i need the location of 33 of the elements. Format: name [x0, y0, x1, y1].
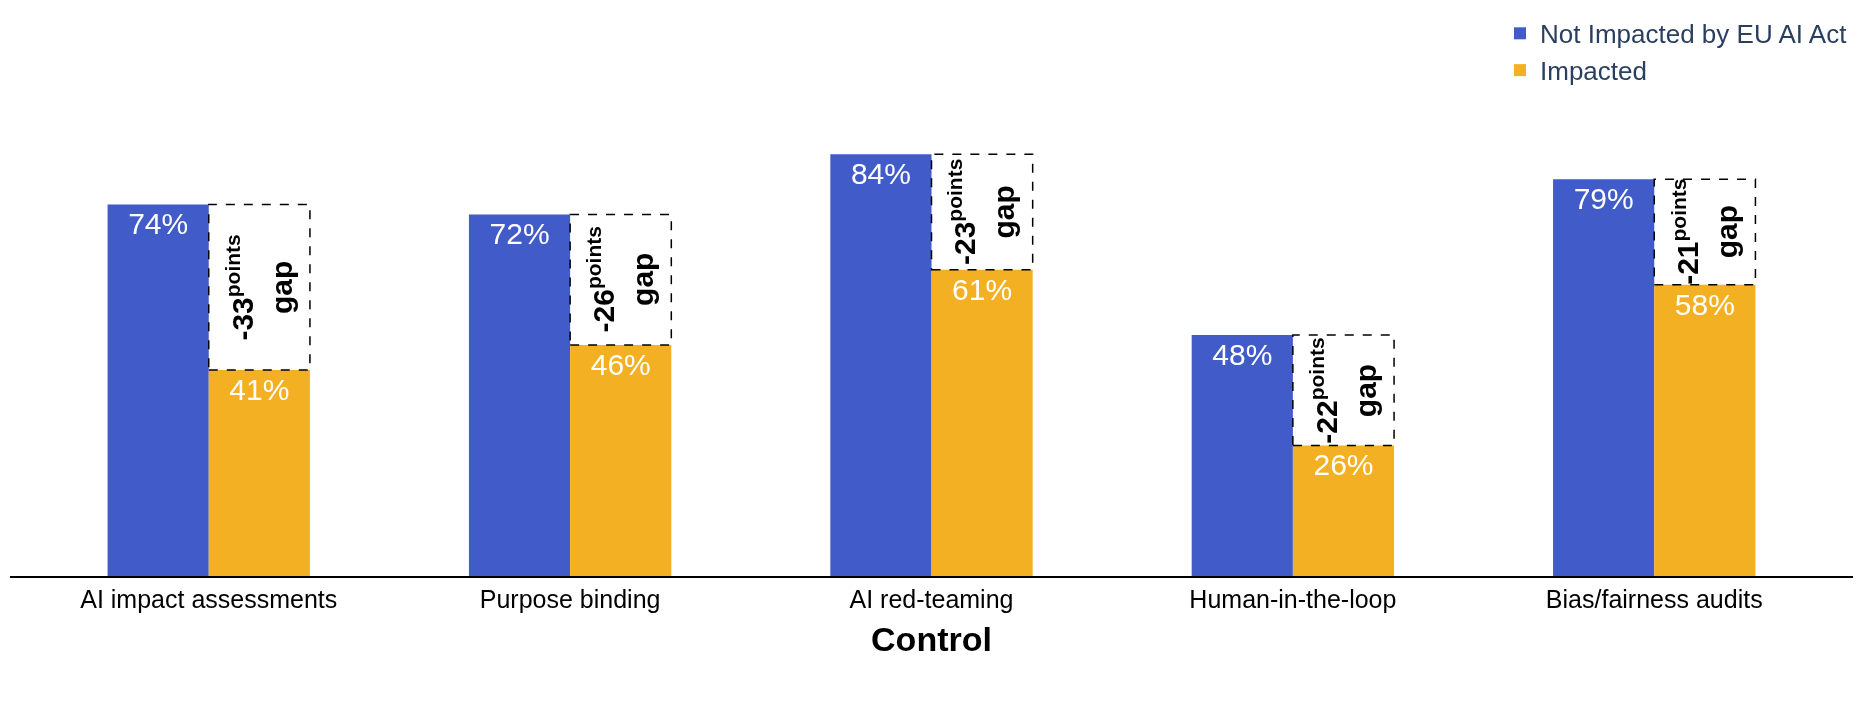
data-label: 41% [229, 373, 290, 407]
data-label: 26% [1313, 448, 1374, 482]
data-label: 61% [952, 272, 1013, 306]
bar [1654, 284, 1756, 576]
x-tick-label: Purpose binding [479, 584, 661, 613]
annotation: -21$^{points}$ gap [1666, 178, 1744, 285]
x-tick-label: AI impact assessments [80, 584, 338, 613]
data-label: 46% [590, 348, 651, 381]
bar [468, 214, 571, 576]
data-label: 79% [1573, 182, 1634, 216]
bar [208, 370, 310, 576]
legend-label: Impacted [1540, 56, 1647, 87]
bar [931, 269, 1033, 576]
annotation: -26$^{points}$ gap [582, 226, 659, 333]
data-label: 84% [850, 157, 911, 191]
annotation: -22$^{points}$ gap [1305, 337, 1382, 444]
bar [1553, 179, 1655, 576]
annotation: -33$^{points}$ gap [221, 234, 298, 341]
bar [1292, 445, 1395, 576]
bar [570, 345, 672, 576]
data-label: 72% [489, 217, 550, 251]
x-tick-label: Human-in-the-loop [1189, 584, 1397, 613]
annotation: -23$^{points}$ gap [943, 158, 1020, 266]
data-label: 58% [1674, 287, 1735, 321]
data-label: 48% [1212, 337, 1273, 371]
x-axis-title: Control [871, 619, 992, 658]
legend-label: Not Impacted by EU AI Act [1540, 19, 1848, 50]
x-tick-label: AI red-teaming [849, 584, 1014, 613]
x-tick-label: Bias/fairness audits [1545, 584, 1763, 613]
bar [1191, 334, 1293, 576]
bar [107, 204, 209, 576]
data-label: 74% [128, 207, 189, 241]
bar [830, 154, 932, 576]
